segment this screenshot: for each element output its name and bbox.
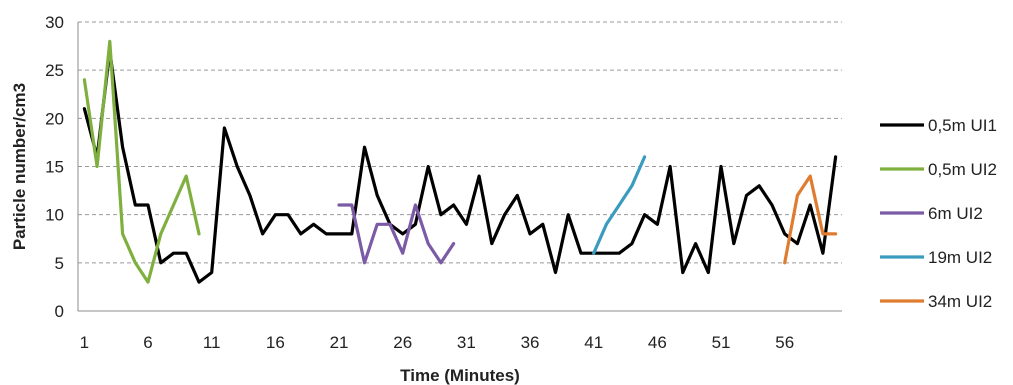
series-lines (82, 39, 838, 284)
series-line-34m-ui2 (783, 174, 838, 265)
x-tick-label: 16 (266, 333, 285, 352)
x-tick-label: 46 (648, 333, 667, 352)
y-tick-label: 30 (45, 13, 64, 32)
y-tick-label: 0 (55, 302, 64, 321)
axes (77, 22, 842, 312)
legend-label: 34m UI2 (928, 292, 992, 311)
y-tick-labels: 0 5 10 15 20 25 30 (45, 13, 64, 321)
series-line-6m-ui2 (337, 203, 456, 265)
x-tick-label: 56 (775, 333, 794, 352)
x-tick-label: 21 (330, 333, 349, 352)
x-tick-label: 41 (584, 333, 603, 352)
y-tick-label: 25 (45, 61, 64, 80)
x-tick-label: 11 (203, 333, 221, 352)
gridlines (78, 21, 842, 264)
x-axis-title: Time (Minutes) (400, 366, 520, 385)
y-tick-label: 5 (55, 254, 64, 273)
legend-label: 0,5m UI2 (928, 160, 997, 179)
legend-label: 6m UI2 (928, 204, 983, 223)
series-line-0-5m-ui2 (82, 39, 201, 284)
y-tick-label: 10 (45, 206, 64, 225)
y-axis-title: Particle number/cm3 (10, 83, 29, 250)
x-tick-labels: 1 6 11 16 21 26 31 36 41 46 51 56 (80, 333, 795, 352)
x-tick-label: 31 (457, 333, 476, 352)
y-tick-label: 20 (45, 109, 64, 128)
series-line-0-5m-ui1 (82, 49, 838, 284)
series-line-19m-ui2 (592, 155, 647, 255)
x-tick-label: 26 (393, 333, 412, 352)
legend: 0,5m UI1 0,5m UI2 6m UI2 19m UI2 34m UI2 (880, 116, 997, 311)
x-tick-label: 6 (143, 333, 152, 352)
legend-label: 19m UI2 (928, 248, 992, 267)
y-tick-label: 15 (45, 158, 64, 177)
x-tick-label: 51 (712, 333, 731, 352)
x-tick-label: 1 (80, 333, 89, 352)
x-tick-label: 36 (521, 333, 540, 352)
legend-label: 0,5m UI1 (928, 116, 997, 135)
